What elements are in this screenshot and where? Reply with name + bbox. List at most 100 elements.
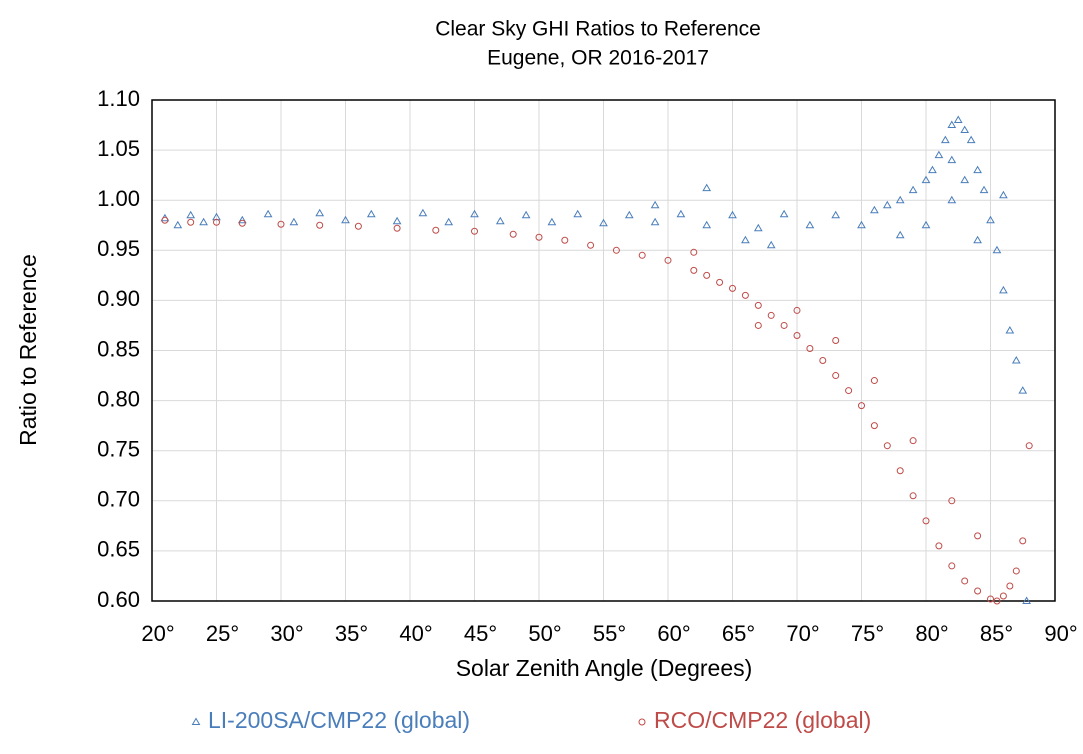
data-point (987, 595, 994, 603)
data-point (819, 357, 827, 365)
data-point (966, 135, 976, 144)
data-point (974, 532, 982, 540)
x-tick-label: 30° (270, 621, 303, 646)
data-point (909, 492, 917, 500)
data-point (650, 217, 660, 226)
data-point (535, 233, 543, 241)
data-point (974, 587, 982, 595)
data-point (612, 246, 620, 254)
data-point (947, 155, 957, 164)
plot-border (151, 99, 1056, 602)
data-point (418, 208, 428, 217)
data-point (793, 331, 801, 339)
data-point (908, 185, 918, 194)
data-point (960, 125, 970, 134)
data-point (831, 210, 841, 219)
y-tick-label: 0.90 (97, 286, 140, 311)
data-point (1018, 386, 1028, 394)
data-point (832, 372, 840, 380)
data-point (638, 251, 646, 259)
x-tick-label: 70° (786, 621, 819, 646)
data-point (767, 311, 775, 319)
y-tick-label: 0.60 (97, 587, 140, 612)
data-point (354, 222, 362, 230)
data-point (471, 227, 478, 235)
data-point (521, 210, 531, 219)
data-point (921, 220, 931, 229)
data-point (986, 215, 995, 224)
data-point (470, 209, 479, 218)
data-point (922, 517, 930, 525)
data-point (999, 190, 1008, 199)
data-point (1025, 442, 1033, 450)
data-point (432, 226, 440, 234)
data-point (1005, 325, 1015, 334)
data-point (935, 542, 943, 550)
data-point (277, 220, 285, 228)
data-point (928, 165, 937, 174)
data-point (341, 215, 350, 224)
data-point (186, 210, 196, 219)
data-point (896, 467, 904, 475)
data-point (845, 387, 853, 395)
data-point (999, 592, 1007, 600)
data-point (366, 209, 376, 218)
data-point (1019, 537, 1027, 545)
data-point (237, 215, 247, 224)
data-point (1022, 596, 1031, 604)
data-point (650, 200, 660, 209)
data-point (779, 209, 789, 218)
y-tick-label: 0.75 (97, 437, 140, 462)
data-point (393, 224, 401, 232)
data-point (741, 235, 750, 244)
data-point (882, 200, 892, 209)
x-tick-label: 25° (206, 621, 239, 646)
y-tick-label: 0.85 (97, 336, 140, 361)
data-point (883, 442, 891, 450)
data-point (547, 217, 557, 226)
data-point (509, 230, 517, 238)
data-point (948, 497, 956, 505)
data-point (238, 219, 246, 227)
data-point (754, 321, 762, 329)
data-point (599, 218, 608, 227)
x-tick-label: 75° (851, 621, 884, 646)
data-point (729, 284, 736, 292)
y-tick-label: 0.65 (97, 537, 140, 562)
data-point (754, 301, 762, 309)
data-point (870, 422, 878, 430)
data-point (806, 344, 814, 352)
data-point (289, 217, 299, 226)
data-point (961, 577, 969, 585)
data-point (573, 209, 583, 218)
data-point (973, 165, 982, 174)
x-tick-label: 45° (464, 621, 497, 646)
data-point (315, 208, 325, 217)
data-point (702, 220, 712, 229)
data-point (316, 221, 324, 229)
data-point (495, 216, 505, 225)
data-point (947, 195, 957, 204)
data-point (716, 278, 724, 286)
data-point (948, 562, 956, 570)
data-point (979, 185, 989, 194)
data-point (960, 175, 970, 184)
data-point (664, 256, 672, 264)
data-point (703, 271, 711, 279)
data-point (728, 210, 737, 219)
data-point (895, 230, 905, 239)
data-point (587, 241, 595, 249)
data-point (561, 236, 569, 244)
x-tick-label: 80° (915, 621, 948, 646)
data-point (173, 220, 183, 229)
data-point (870, 205, 879, 214)
data-point (999, 285, 1008, 294)
y-tick-label: 0.70 (97, 487, 140, 512)
data-point (832, 336, 840, 344)
data-point (766, 240, 776, 249)
x-tick-label: 35° (335, 621, 368, 646)
data-point (934, 150, 944, 159)
x-axis-label: Solar Zenith Angle (Degrees) (456, 655, 753, 681)
y-tick-label: 1.05 (97, 136, 140, 161)
x-tick-label: 50° (528, 621, 561, 646)
